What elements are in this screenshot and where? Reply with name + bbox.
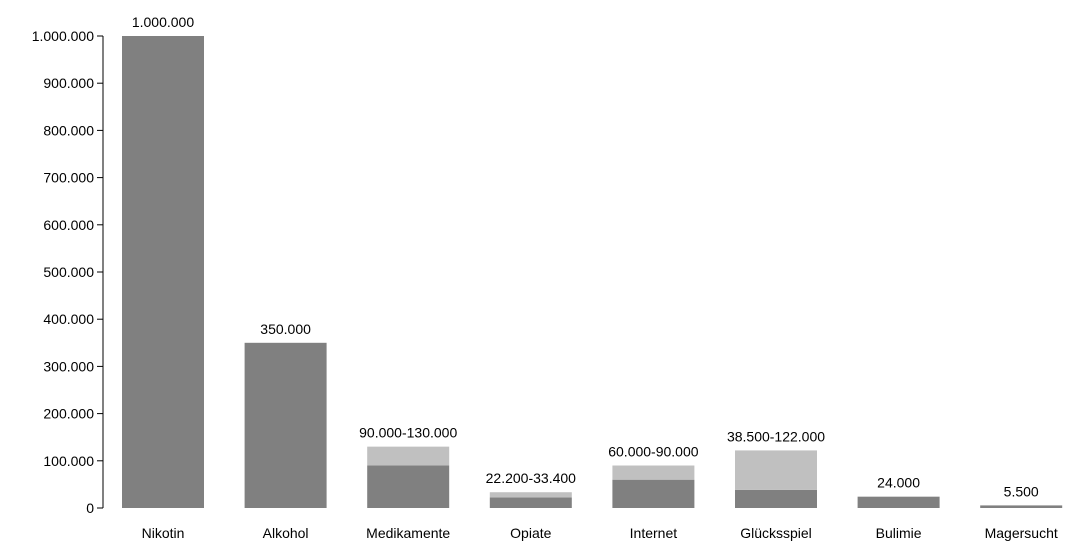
bar-base bbox=[244, 342, 327, 508]
x-category-label: Glücksspiel bbox=[740, 525, 812, 541]
x-category-label: Alkohol bbox=[263, 525, 309, 541]
x-category-label: Medikamente bbox=[366, 525, 450, 541]
y-tick-label: 1.000.000 bbox=[32, 28, 94, 44]
bar-range bbox=[612, 465, 695, 480]
data-label: 5.500 bbox=[1004, 483, 1039, 499]
y-tick-label: 400.000 bbox=[43, 311, 94, 327]
y-tick-label: 100.000 bbox=[43, 453, 94, 469]
bar-range bbox=[489, 492, 572, 498]
x-category-label: Nikotin bbox=[142, 525, 185, 541]
bar-base bbox=[367, 465, 450, 508]
bar-range bbox=[367, 446, 450, 466]
data-label: 38.500-122.000 bbox=[727, 428, 825, 444]
bars bbox=[122, 36, 1063, 508]
bar-base bbox=[612, 479, 695, 508]
bar-range bbox=[735, 450, 817, 490]
y-tick-label: 200.000 bbox=[43, 406, 94, 422]
bar-base bbox=[122, 36, 204, 508]
data-labels: 1.000.000 350.000 90.000-130.000 22.200-33.… bbox=[132, 14, 1039, 499]
data-label: 1.000.000 bbox=[132, 14, 194, 30]
x-category-label: Internet bbox=[630, 525, 678, 541]
x-category-label: Opiate bbox=[510, 525, 551, 541]
data-label: 60.000-90.000 bbox=[608, 444, 699, 460]
y-tick-label: 500.000 bbox=[43, 264, 94, 280]
bar-base bbox=[489, 497, 572, 508]
bar-base bbox=[857, 496, 940, 508]
y-tick-label: 800.000 bbox=[43, 122, 94, 138]
y-axis: 0 100.000 200.000 300.000 400.000 500.000 600.… bbox=[32, 28, 104, 516]
y-tick-label: 300.000 bbox=[43, 358, 94, 374]
x-axis-labels: Nikotin Alkohol Medikamente Opiate Internet G… bbox=[142, 525, 1058, 541]
data-label: 350.000 bbox=[260, 321, 311, 337]
data-label: 90.000-130.000 bbox=[359, 425, 457, 441]
x-category-label: Magersucht bbox=[985, 525, 1058, 541]
y-tick-label: 0 bbox=[86, 500, 94, 516]
y-tick-label: 900.000 bbox=[43, 75, 94, 91]
bar-base bbox=[735, 489, 817, 508]
data-label: 22.200-33.400 bbox=[486, 470, 577, 486]
bar-base bbox=[980, 505, 1063, 508]
y-tick-label: 700.000 bbox=[43, 170, 94, 186]
y-tick-label: 600.000 bbox=[43, 217, 94, 233]
data-label: 24.000 bbox=[877, 475, 920, 491]
x-category-label: Bulimie bbox=[876, 525, 922, 541]
